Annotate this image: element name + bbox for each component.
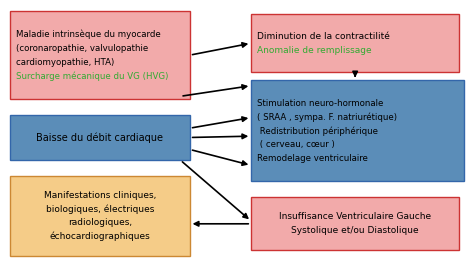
Text: Manifestations cliniques,: Manifestations cliniques, (44, 191, 156, 200)
Text: Redistribution périphérique: Redistribution périphérique (257, 126, 378, 136)
Text: Anomalie de remplissage: Anomalie de remplissage (257, 46, 372, 54)
Text: cardiomyopathie, HTA): cardiomyopathie, HTA) (16, 58, 114, 66)
Text: Surcharge mécanique du VG (HVG): Surcharge mécanique du VG (HVG) (16, 71, 168, 81)
Text: biologiques, électriques: biologiques, électriques (46, 204, 154, 214)
Text: Baisse du débit cardiaque: Baisse du débit cardiaque (36, 132, 164, 143)
Text: échocardiographiques: échocardiographiques (50, 232, 150, 241)
FancyBboxPatch shape (10, 176, 190, 256)
Text: Remodelage ventriculaire: Remodelage ventriculaire (257, 154, 368, 163)
FancyBboxPatch shape (251, 14, 459, 72)
Text: (coronaropathie, valvulopathie: (coronaropathie, valvulopathie (16, 44, 148, 53)
Text: Systolique et/ou Diastolique: Systolique et/ou Diastolique (292, 226, 419, 235)
Text: Insuffisance Ventriculaire Gauche: Insuffisance Ventriculaire Gauche (279, 213, 431, 221)
Text: Stimulation neuro-hormonale: Stimulation neuro-hormonale (257, 99, 383, 108)
FancyBboxPatch shape (10, 11, 190, 99)
Text: ( cerveau, cœur ): ( cerveau, cœur ) (257, 140, 335, 149)
Text: Diminution de la contractilité: Diminution de la contractilité (257, 32, 390, 41)
Text: ( SRAA , sympa. F. natriurétique): ( SRAA , sympa. F. natriurétique) (257, 112, 397, 122)
FancyBboxPatch shape (251, 197, 459, 250)
FancyBboxPatch shape (251, 80, 464, 181)
FancyBboxPatch shape (10, 115, 190, 160)
Text: radiologiques,: radiologiques, (68, 218, 132, 227)
Text: Maladie intrinsèque du myocarde: Maladie intrinsèque du myocarde (16, 30, 161, 39)
